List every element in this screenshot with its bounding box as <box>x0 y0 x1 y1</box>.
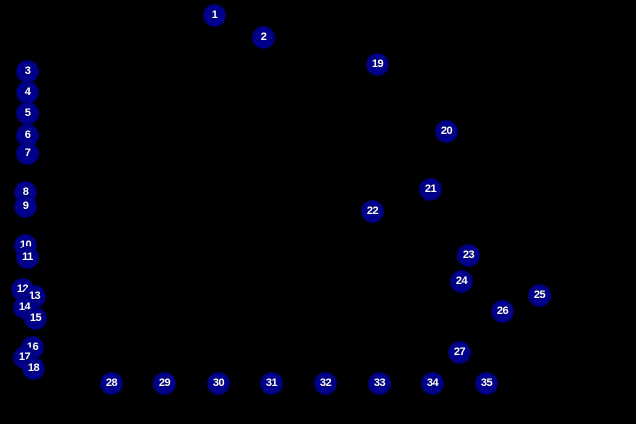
som-marker-1[interactable]: 1 <box>203 4 226 27</box>
som-marker-2[interactable]: 2 <box>252 26 275 49</box>
som-marker-31[interactable]: 31 <box>260 372 283 395</box>
som-marker-7[interactable]: 7 <box>16 142 39 165</box>
som-marker-24[interactable]: 24 <box>450 270 473 293</box>
som-marker-23[interactable]: 23 <box>457 244 480 267</box>
som-marker-18[interactable]: 18 <box>22 357 45 380</box>
som-marker-22[interactable]: 22 <box>361 200 384 223</box>
som-marker-35[interactable]: 35 <box>475 372 498 395</box>
som-marker-30[interactable]: 30 <box>207 372 230 395</box>
som-marker-28[interactable]: 28 <box>100 372 123 395</box>
som-marker-15[interactable]: 15 <box>24 307 47 330</box>
som-marker-4[interactable]: 4 <box>16 81 39 104</box>
som-marker-27[interactable]: 27 <box>448 341 471 364</box>
som-marker-3[interactable]: 3 <box>16 60 39 83</box>
som-marker-9[interactable]: 9 <box>14 195 37 218</box>
som-marker-5[interactable]: 5 <box>16 102 39 125</box>
som-marker-19[interactable]: 19 <box>366 53 389 76</box>
som-marker-33[interactable]: 33 <box>368 372 391 395</box>
som-marker-21[interactable]: 21 <box>419 178 442 201</box>
som-marker-25[interactable]: 25 <box>528 284 551 307</box>
som-marker-26[interactable]: 26 <box>491 300 514 323</box>
som-marker-32[interactable]: 32 <box>314 372 337 395</box>
som-marker-34[interactable]: 34 <box>421 372 444 395</box>
som-marker-29[interactable]: 29 <box>153 372 176 395</box>
som-marker-20[interactable]: 20 <box>435 120 458 143</box>
som-marker-11[interactable]: 11 <box>16 246 39 269</box>
